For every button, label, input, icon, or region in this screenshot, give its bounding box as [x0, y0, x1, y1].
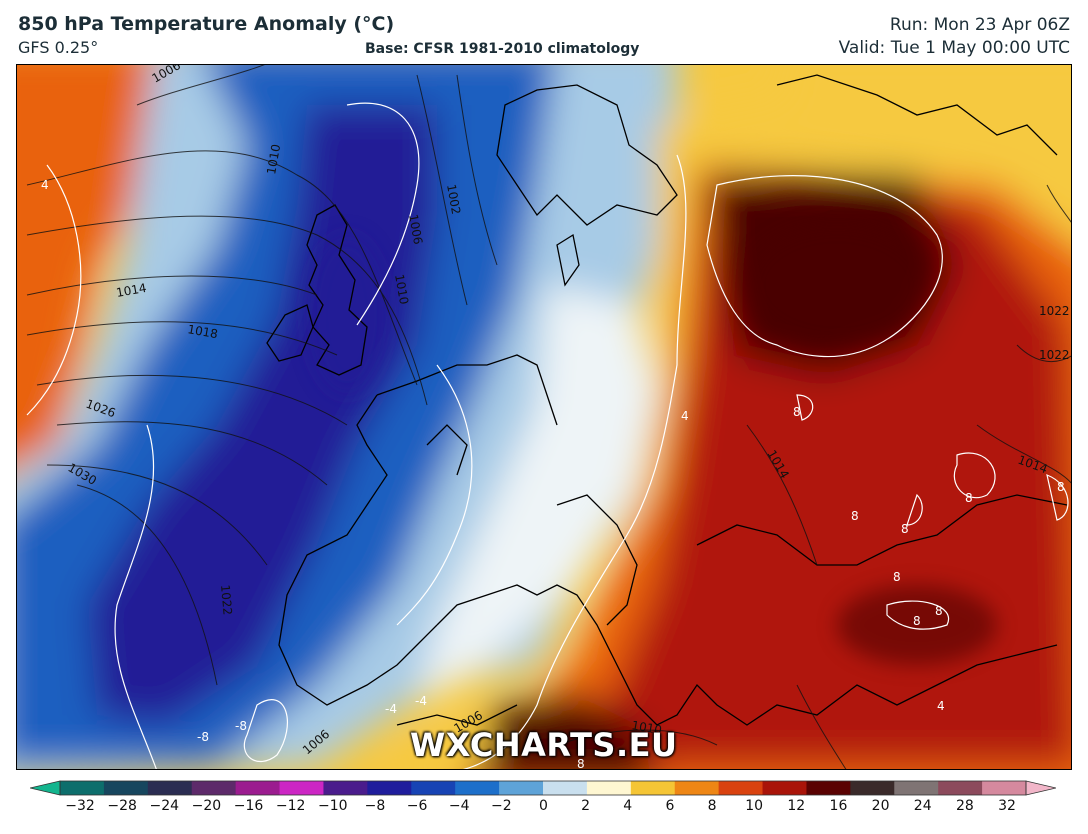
isobar-label: 1010 [392, 273, 411, 306]
colorbar-cell [279, 781, 324, 795]
colorbar-cell [235, 781, 281, 795]
watermark-logo: WXCHARTS.EU [410, 726, 678, 764]
anomaly-label: 8 [913, 614, 921, 628]
isobars [26, 65, 1071, 769]
anomaly-label: 8 [793, 405, 801, 419]
anomaly-contours [26, 102, 1069, 769]
colorbar-tick-label: 10 [745, 798, 764, 814]
isobar-label: 1010 [264, 143, 283, 176]
anomaly-map[interactable]: 1006 1010 1002 1006 1010 1014 1018 1026 1030 1022… [16, 64, 1072, 770]
colorbar-cell [499, 781, 544, 795]
anomaly-label: 4 [681, 409, 689, 423]
colorbar-cell [674, 781, 720, 795]
anomaly-label: -4 [385, 702, 397, 716]
colorbar-tick-label: −16 [233, 798, 264, 814]
colorbar-cell [455, 781, 500, 795]
colorbar-tick-label: −6 [406, 798, 428, 814]
colorbar-tick-label: 32 [998, 798, 1016, 814]
colorbar-tick-label: −20 [191, 798, 222, 814]
anomaly-label: 8 [965, 491, 973, 505]
isobar-label: 1002 [444, 183, 463, 216]
colorbar-tick-label: −8 [364, 798, 386, 814]
colorbar-cell [103, 781, 149, 795]
colorbar-cell [543, 781, 588, 795]
colorbar-cell [938, 781, 983, 795]
colorbar-cell [60, 781, 105, 795]
colorbar-tick-label: 28 [955, 798, 974, 814]
colorbar-tick-label: 4 [623, 798, 633, 814]
colorbar-cell [982, 781, 1027, 795]
colorbar-tick-label: −2 [491, 798, 512, 814]
anomaly-label: -8 [235, 719, 247, 733]
colorbar-tick-label: −28 [107, 798, 137, 814]
colorbar-tick-label: 20 [871, 798, 890, 814]
isobar-label: 1014 [115, 281, 148, 300]
colorbar-cell [586, 781, 632, 795]
coastlines [266, 74, 1068, 726]
colorbar-cell [762, 781, 807, 795]
colorbar-cell [630, 781, 676, 795]
colorbar-left-arrow [29, 780, 61, 796]
colorbar-cell [718, 781, 764, 795]
colorbar-cells [60, 781, 1027, 795]
anomaly-label: 4 [41, 178, 49, 192]
colorbar-cell [411, 781, 456, 795]
anomaly-field [17, 65, 1071, 769]
isobar-label: 1022 [218, 584, 235, 616]
colorbar-tick-label: 6 [665, 798, 675, 814]
colorbar-cell [806, 781, 851, 795]
isobar-label: 1022 [1039, 304, 1070, 318]
isobar-label: 1010 [630, 718, 663, 737]
run-time-label: Run: Mon 23 Apr 06Z [889, 15, 1070, 35]
anomaly-label: 8 [935, 604, 943, 618]
valid-time-label: Valid: Tue 1 May 00:00 UTC [838, 38, 1070, 58]
isobar-label: 1022 [1039, 348, 1070, 362]
colorbar-tick-label: 2 [581, 798, 591, 814]
isobar-label: 1018 [186, 322, 219, 341]
chart-title: 850 hPa Temperature Anomaly (°C) [18, 13, 395, 35]
colorbar [29, 778, 1057, 798]
anomaly-label: 8 [893, 570, 901, 584]
colorbar-tick-label: −4 [448, 798, 470, 814]
anomaly-label: -4 [415, 694, 427, 708]
colorbar-tick-label: −24 [149, 798, 180, 814]
colorbar-tick-label: 12 [787, 798, 806, 814]
colorbar-tick-label: −12 [275, 798, 306, 814]
colorbar-cell [323, 781, 368, 795]
anomaly-label: -8 [197, 730, 209, 744]
anomaly-label: 4 [937, 699, 945, 713]
base-climatology-label: Base: CFSR 1981-2010 climatology [365, 41, 640, 57]
colorbar-tick-label: −10 [318, 798, 348, 814]
isobar-label: 1006 [406, 213, 425, 246]
colorbar-cell [850, 781, 895, 795]
anomaly-label: 8 [1057, 480, 1065, 494]
colorbar-tick-label: −32 [65, 798, 95, 814]
model-label: GFS 0.25° [18, 38, 99, 57]
colorbar-ticks: −32 −28 −24 −20 −16 −12 −10 −8 −6 −4 −2 0 2 4 6 8 10 12 16… [0, 798, 1088, 828]
colorbar-right-arrow [1025, 780, 1057, 796]
colorbar-cell [894, 781, 939, 795]
anomaly-label: 8 [577, 757, 585, 770]
colorbar-cell [147, 781, 193, 795]
colorbar-tick-label: 8 [707, 798, 717, 814]
anomaly-label: 8 [901, 522, 909, 536]
colorbar-cell [191, 781, 237, 795]
anomaly-label: 8 [851, 509, 859, 523]
colorbar-tick-label: 16 [829, 798, 848, 814]
colorbar-cell [367, 781, 412, 795]
colorbar-tick-label: 0 [539, 798, 548, 814]
colorbar-tick-label: 24 [913, 798, 932, 814]
